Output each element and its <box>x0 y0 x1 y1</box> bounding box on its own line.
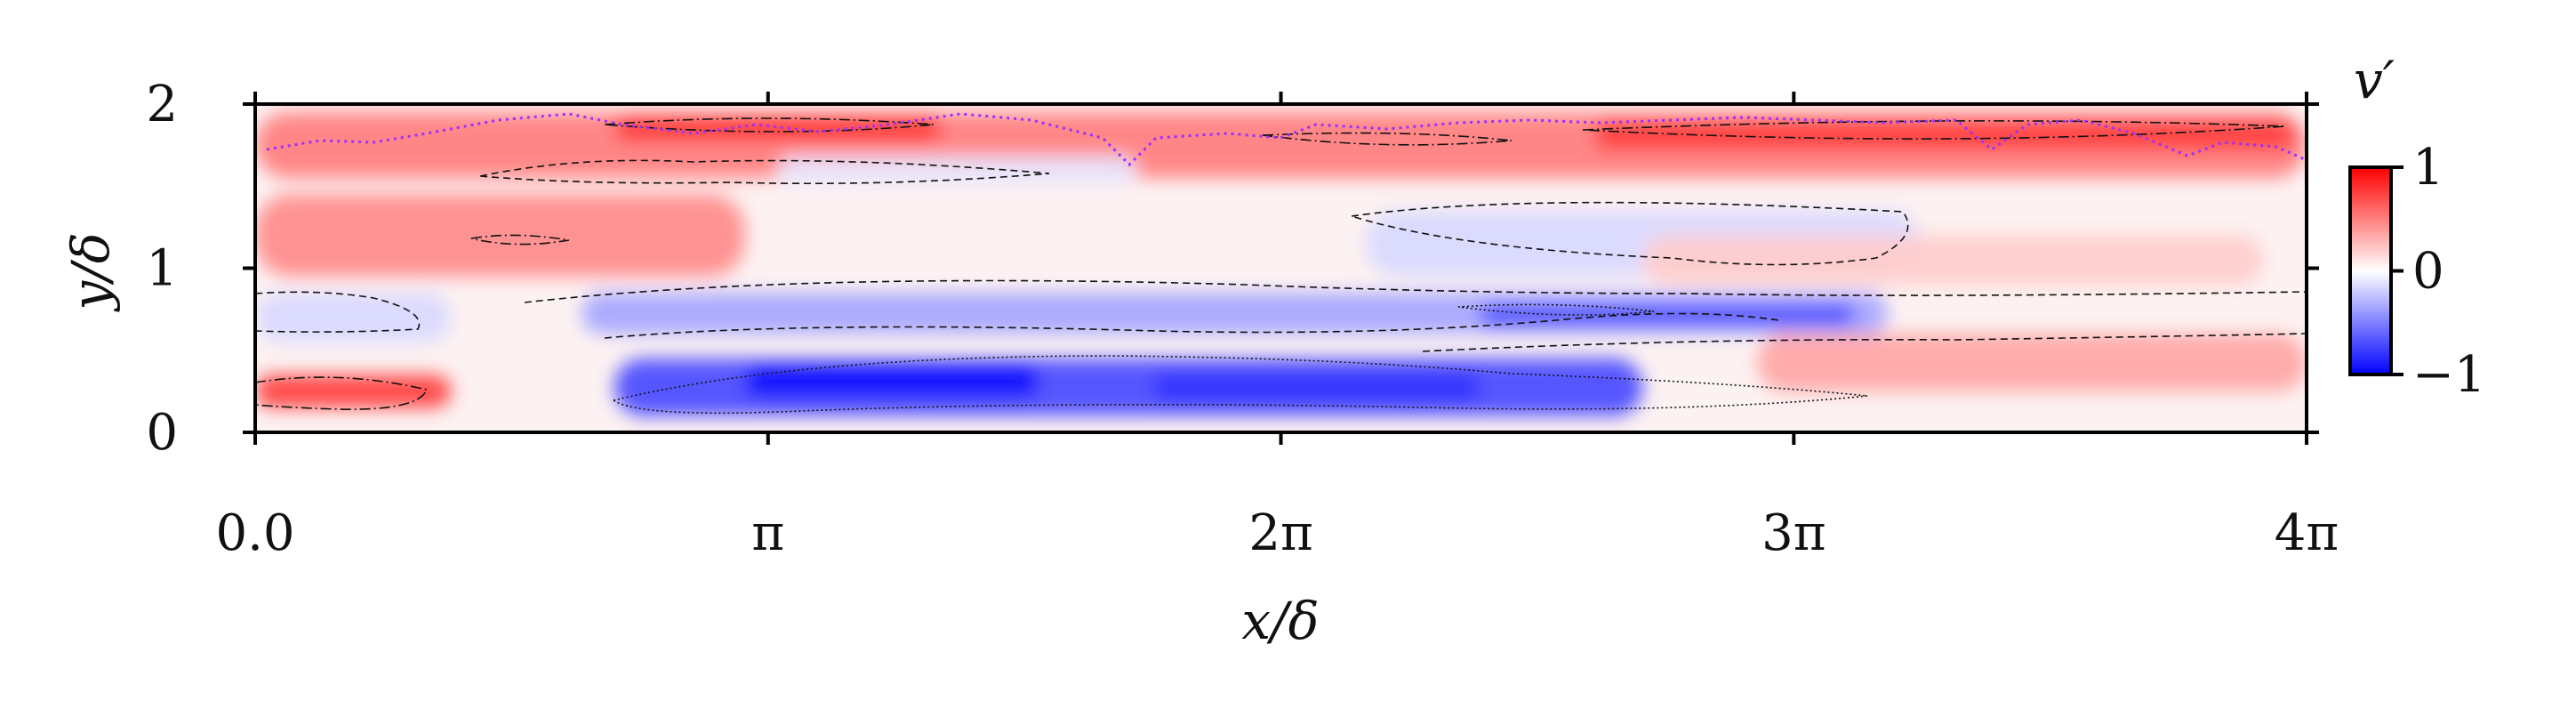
heatmap-cell <box>1152 375 1480 400</box>
colorbar-tick-label: −1 <box>2412 346 2486 404</box>
heatmap-area <box>255 104 2307 432</box>
y-tick-label: 1 <box>146 240 178 298</box>
heatmap-cell <box>777 157 1137 183</box>
contour-line <box>255 291 421 333</box>
colorbar-label: v′ <box>2354 50 2395 110</box>
x-tick-label: 4π <box>2275 504 2339 562</box>
contour-line <box>1422 333 2307 352</box>
contour-line <box>612 355 1868 415</box>
contour-lines <box>255 117 2307 415</box>
contour-line <box>1262 132 1513 146</box>
colorbar-tick-label: 0 <box>2412 243 2444 301</box>
colorbar-gradient <box>2348 165 2393 376</box>
x-tick-label: 2π <box>1248 504 1312 562</box>
contour-line <box>1351 201 1909 266</box>
x-axis: 0.0 π 2π 3π 4π <box>215 92 2339 562</box>
contour-line <box>479 159 1050 185</box>
colorbar: 1 0 −1 v′ <box>2348 50 2486 404</box>
x-axis-label: x/δ <box>1241 591 1319 651</box>
heatmap-cell <box>1757 334 2307 391</box>
overlay-dotted-line <box>266 112 2307 167</box>
y-axis-label: y/δ <box>60 232 121 312</box>
heatmap-cell <box>744 367 1039 397</box>
contour-line <box>604 117 935 133</box>
heatmap-cell <box>255 375 452 408</box>
y-tick-label: 0 <box>146 404 178 462</box>
y-tick-label: 2 <box>146 76 178 133</box>
colorbar-tick-label: 1 <box>2412 139 2444 197</box>
heatmap-cell <box>614 117 942 141</box>
contour-line <box>524 279 2307 303</box>
heatmap-cell <box>1642 235 2264 285</box>
heatmap-cell <box>255 293 452 342</box>
heatmap-cell <box>1479 304 1856 326</box>
y-axis: 0 1 2 <box>146 76 2319 462</box>
x-tick-label: π <box>751 504 784 562</box>
x-tick-label: 0.0 <box>215 504 294 562</box>
contour-line <box>1457 303 1655 316</box>
heatmap-cell <box>1593 120 2296 150</box>
contour-line <box>255 376 429 410</box>
contour-line <box>1582 120 2286 140</box>
contour-line <box>470 234 570 246</box>
x-tick-label: 3π <box>1761 504 1826 562</box>
